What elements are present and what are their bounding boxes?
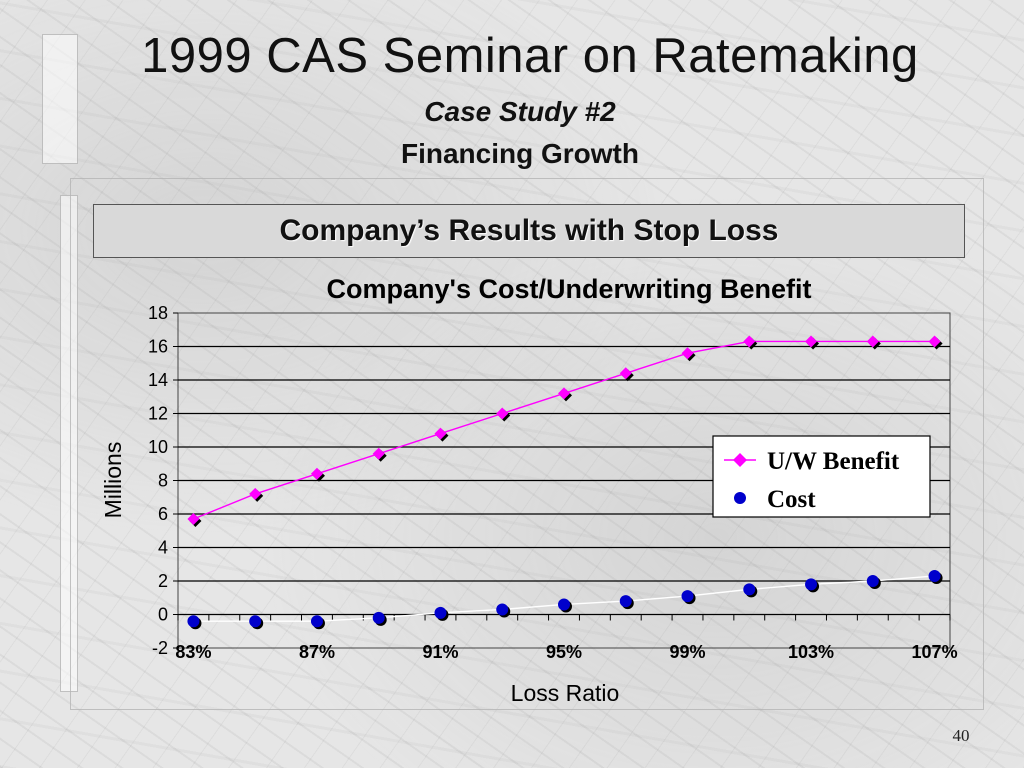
x-axis-label: Loss Ratio [511, 680, 620, 706]
legend-label: U/W Benefit [767, 448, 900, 475]
slide-title: 1999 CAS Seminar on Ratemaking [141, 29, 919, 83]
y-tick-label: 6 [158, 504, 168, 524]
cost-point [249, 615, 262, 628]
cost-point [434, 606, 447, 619]
y-tick-label: 10 [148, 437, 168, 457]
benefit-point [434, 427, 447, 440]
benefit-point [866, 335, 879, 348]
y-tick-label: 8 [158, 471, 168, 491]
cost-point [187, 615, 200, 628]
benefit-point [187, 513, 200, 526]
x-tick-label: 83% [175, 642, 211, 662]
benefit-point [619, 367, 632, 380]
x-tick-label: 103% [788, 642, 834, 662]
benefit-point [681, 347, 694, 360]
slide-subtitle-case: Case Study #2 [424, 96, 616, 127]
y-tick-label: 0 [158, 605, 168, 625]
cost-point [866, 575, 879, 587]
benefit-point [805, 335, 818, 348]
y-tick-label: 14 [148, 370, 168, 390]
y-tick-label: -2 [152, 638, 168, 658]
legend-box [712, 435, 931, 518]
cost-point [928, 569, 941, 582]
chart-panel [70, 178, 984, 710]
benefit-point [743, 335, 756, 348]
cost-point [372, 611, 385, 624]
results-banner: Company’s Results with Stop Loss [93, 204, 965, 258]
legend-circle-icon [734, 492, 746, 504]
y-tick-label: 2 [158, 571, 168, 591]
x-tick-label: 95% [546, 642, 582, 662]
x-tick-label: 99% [670, 642, 706, 662]
cost-point [619, 595, 632, 608]
decorative-bar-side [60, 195, 78, 692]
benefit-point [558, 387, 570, 400]
y-tick-label: 16 [148, 337, 168, 357]
cost-point [558, 598, 570, 611]
legend-diamond-icon [733, 453, 747, 467]
cost-point [310, 615, 323, 628]
benefit-point [928, 335, 941, 348]
x-tick-label: 91% [422, 642, 458, 662]
y-tick-label: 18 [148, 303, 168, 323]
benefit-point [249, 487, 262, 500]
benefit-point [496, 407, 509, 420]
cost-point [681, 590, 694, 603]
cost-point [805, 578, 818, 591]
slide-subtitle-topic: Financing Growth [401, 138, 639, 169]
page-number: 40 [952, 726, 970, 745]
decorative-bar-top [42, 34, 78, 164]
benefit-point [372, 447, 385, 460]
benefit-point [310, 467, 323, 480]
y-axis-label: Millions [100, 442, 126, 519]
cost-point [496, 603, 509, 616]
legend-label: Cost [767, 486, 816, 513]
cost-point [743, 583, 756, 596]
y-tick-label: 12 [148, 404, 168, 424]
chart-title: Company's Cost/Underwriting Benefit [327, 274, 812, 304]
x-tick-label: 107% [912, 642, 958, 662]
x-tick-label: 87% [299, 642, 335, 662]
y-tick-label: 4 [158, 538, 168, 558]
